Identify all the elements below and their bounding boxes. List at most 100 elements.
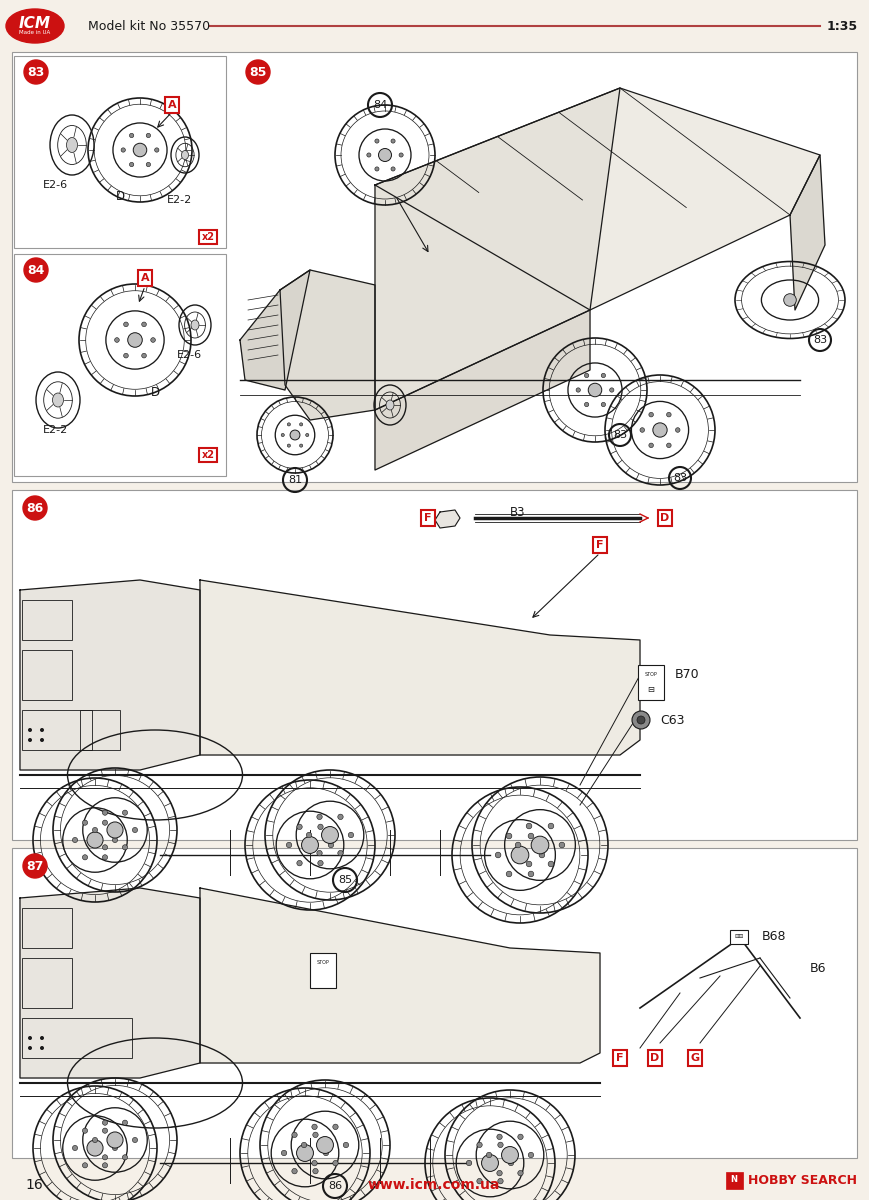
Circle shape <box>112 838 117 842</box>
Circle shape <box>40 1046 44 1050</box>
Circle shape <box>316 1136 334 1153</box>
Circle shape <box>103 1154 108 1160</box>
Circle shape <box>103 1128 108 1133</box>
Text: N: N <box>731 1176 738 1184</box>
Circle shape <box>128 332 143 347</box>
Circle shape <box>333 1160 338 1166</box>
Circle shape <box>528 871 534 877</box>
Circle shape <box>576 388 580 392</box>
Circle shape <box>307 833 312 838</box>
Circle shape <box>290 430 300 440</box>
Circle shape <box>322 827 338 844</box>
Circle shape <box>150 337 156 342</box>
Circle shape <box>313 1169 318 1174</box>
Circle shape <box>40 1036 44 1040</box>
Circle shape <box>292 1169 297 1174</box>
Circle shape <box>391 139 395 143</box>
Bar <box>730 930 748 944</box>
Circle shape <box>123 845 128 850</box>
Text: B70: B70 <box>675 668 700 682</box>
Circle shape <box>527 823 532 829</box>
Text: STOP: STOP <box>316 960 329 966</box>
Text: D: D <box>150 386 160 400</box>
Circle shape <box>317 814 322 820</box>
Circle shape <box>391 167 395 172</box>
Circle shape <box>601 402 606 407</box>
Text: x2: x2 <box>202 450 215 460</box>
Text: 84: 84 <box>27 264 44 276</box>
Text: 83: 83 <box>813 335 827 346</box>
Circle shape <box>348 833 354 838</box>
Circle shape <box>302 836 318 853</box>
Circle shape <box>317 851 322 856</box>
Circle shape <box>83 1128 88 1133</box>
Bar <box>22 908 72 948</box>
Polygon shape <box>200 580 640 755</box>
Circle shape <box>531 836 549 854</box>
Text: 87: 87 <box>26 859 43 872</box>
Text: B68: B68 <box>762 930 786 943</box>
Circle shape <box>518 1170 523 1176</box>
Circle shape <box>92 828 97 833</box>
Circle shape <box>123 1120 128 1126</box>
Text: Made in UA: Made in UA <box>19 30 50 36</box>
Circle shape <box>133 143 147 157</box>
Circle shape <box>129 162 134 167</box>
Text: 16: 16 <box>25 1178 43 1192</box>
Circle shape <box>515 842 521 848</box>
Text: HOBBY SEARCH: HOBBY SEARCH <box>748 1174 857 1187</box>
Text: 1:35: 1:35 <box>827 19 858 32</box>
Circle shape <box>518 1134 523 1140</box>
Circle shape <box>24 60 48 84</box>
Circle shape <box>588 383 601 397</box>
Text: Model kit No 35570: Model kit No 35570 <box>88 19 210 32</box>
Circle shape <box>103 1163 108 1168</box>
Circle shape <box>23 854 47 878</box>
Circle shape <box>338 814 343 820</box>
Bar <box>310 953 336 988</box>
Circle shape <box>640 427 645 432</box>
Text: 83: 83 <box>28 66 44 78</box>
Bar <box>12 848 857 1158</box>
Ellipse shape <box>182 150 189 160</box>
Circle shape <box>83 820 88 826</box>
Circle shape <box>155 148 159 152</box>
Circle shape <box>121 148 125 152</box>
Text: G: G <box>691 1054 700 1063</box>
Circle shape <box>146 162 150 167</box>
Circle shape <box>312 1160 317 1166</box>
Text: C63: C63 <box>660 714 685 726</box>
Text: E2-2: E2-2 <box>43 425 68 434</box>
Circle shape <box>297 824 302 829</box>
Polygon shape <box>280 270 375 420</box>
Circle shape <box>83 854 88 860</box>
Circle shape <box>146 133 150 138</box>
Circle shape <box>103 1120 108 1126</box>
Circle shape <box>246 60 270 84</box>
Circle shape <box>637 716 645 724</box>
Circle shape <box>103 810 108 815</box>
Polygon shape <box>240 270 310 390</box>
Circle shape <box>675 427 680 432</box>
Circle shape <box>495 852 501 858</box>
Bar <box>638 665 664 700</box>
Circle shape <box>72 838 77 842</box>
Circle shape <box>399 152 403 157</box>
Circle shape <box>649 413 653 416</box>
Circle shape <box>300 422 302 426</box>
Circle shape <box>28 728 32 732</box>
Circle shape <box>72 1146 77 1151</box>
Circle shape <box>92 1138 97 1142</box>
Circle shape <box>333 1124 338 1129</box>
Bar <box>22 600 72 640</box>
Text: www.icm.com.ua: www.icm.com.ua <box>368 1178 501 1192</box>
Polygon shape <box>375 88 820 310</box>
Bar <box>80 710 120 750</box>
Circle shape <box>112 1146 117 1151</box>
Circle shape <box>142 353 146 358</box>
Circle shape <box>328 842 334 847</box>
FancyBboxPatch shape <box>726 1171 742 1188</box>
Polygon shape <box>375 88 620 410</box>
Text: 83: 83 <box>673 473 687 482</box>
Circle shape <box>601 373 606 378</box>
